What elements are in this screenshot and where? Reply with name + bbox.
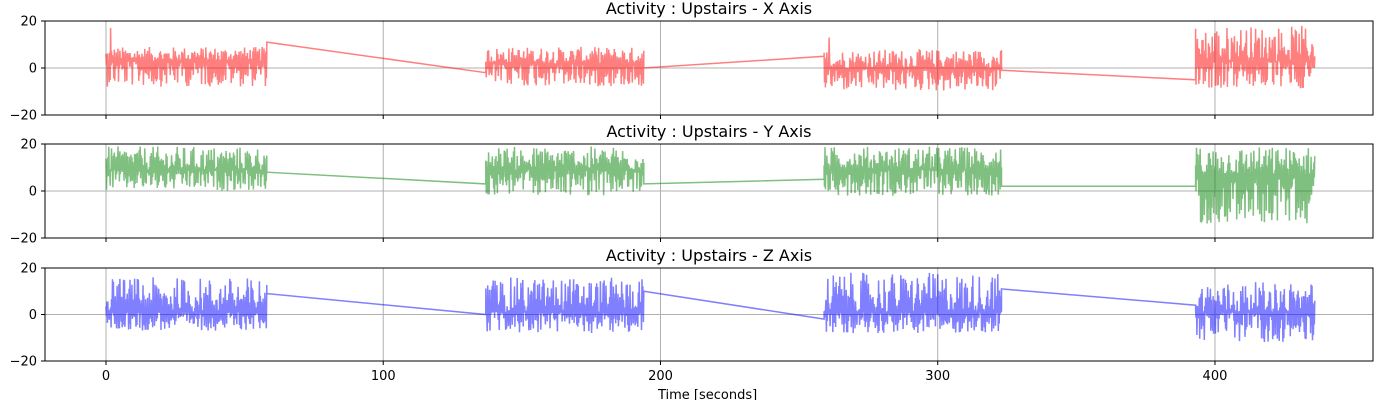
x-axis-label: Time [seconds]	[657, 388, 757, 400]
subplot-3: 0 100 200 300 400 −20 0 20 Activity : Upstairs -…	[10, 246, 1374, 400]
subplot-title: Activity : Upstairs - Y Axis	[606, 122, 811, 141]
y-tick-label: 20	[20, 138, 37, 153]
y-tick-label: 20	[20, 15, 37, 30]
subplot-title: Activity : Upstairs - X Axis	[606, 0, 812, 18]
series-line	[105, 146, 1316, 224]
y-tick-label: −20	[10, 232, 37, 247]
series-line	[105, 25, 1316, 91]
y-tick-label: 0	[29, 308, 37, 323]
x-tick-label: 300	[925, 369, 950, 384]
subplot-2: −20 0 20 Activity : Upstairs - Y Axis	[10, 122, 1374, 247]
x-tick-label: 400	[1203, 369, 1228, 384]
x-tick-label: 0	[102, 369, 110, 384]
y-tick-label: −20	[10, 109, 37, 124]
series-line	[105, 272, 1316, 343]
y-tick-label: 0	[29, 62, 37, 77]
y-tick-label: −20	[10, 355, 37, 370]
x-tick-label: 200	[648, 369, 673, 384]
x-tick-label: 100	[371, 369, 396, 384]
subplot-title: Activity : Upstairs - Z Axis	[606, 246, 812, 265]
y-tick-label: 20	[20, 262, 37, 277]
y-tick-label: 0	[29, 185, 37, 200]
subplot-1: −20 0 20 Activity : Upstairs - X Axis	[10, 0, 1374, 124]
